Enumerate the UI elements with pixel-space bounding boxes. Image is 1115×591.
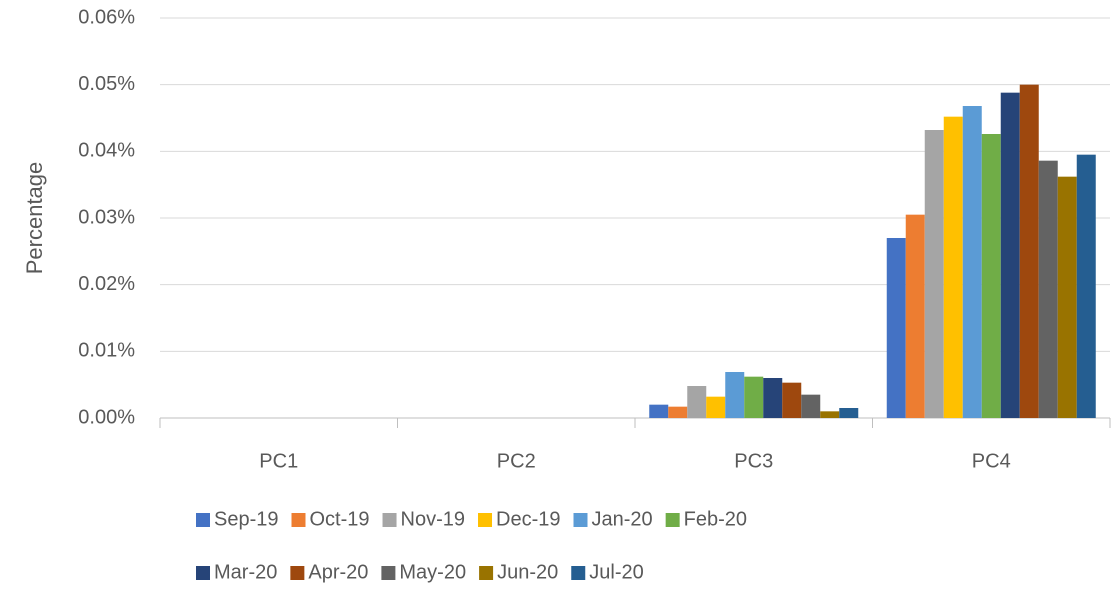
legend-label: May-20	[399, 561, 466, 583]
x-tick-label: PC3	[734, 450, 773, 472]
y-tick-label: 0.01%	[78, 340, 135, 362]
y-tick-label: 0.06%	[78, 6, 135, 28]
bar	[763, 378, 783, 418]
legend-swatch	[382, 513, 397, 527]
legend-swatch	[665, 513, 680, 527]
x-tick-label: PC2	[497, 450, 536, 472]
bar	[1057, 176, 1077, 418]
legend-swatch	[381, 566, 396, 580]
x-tick-label: PC1	[259, 450, 298, 472]
y-tick-label: 0.03%	[78, 206, 135, 228]
legend-swatch	[479, 566, 494, 580]
legend-swatch	[478, 513, 493, 527]
legend-label: Nov-19	[401, 508, 465, 530]
legend-swatch	[196, 566, 210, 580]
legend-swatch	[196, 513, 210, 527]
legend-label: Dec-19	[496, 508, 560, 530]
y-tick-label: 0.05%	[78, 73, 135, 95]
x-tick-label: PC4	[972, 450, 1011, 472]
legend-label: Sep-19	[214, 508, 279, 530]
legend-swatch	[573, 513, 588, 527]
legend-swatch	[571, 566, 586, 580]
legend-label: Mar-20	[214, 561, 277, 583]
bar	[668, 406, 688, 418]
bar	[782, 382, 802, 418]
bar	[820, 411, 840, 418]
legend-label: Jul-20	[589, 561, 643, 583]
legend-label: Apr-20	[308, 561, 368, 583]
bar	[1019, 84, 1039, 419]
bar	[1038, 160, 1058, 418]
legend-label: Jun-20	[497, 561, 558, 583]
y-tick-label: 0.02%	[78, 273, 135, 295]
bar	[886, 238, 906, 418]
bar	[962, 106, 982, 418]
legend-label: Oct-19	[310, 508, 370, 530]
bar	[744, 376, 764, 418]
bar	[943, 116, 963, 419]
bar	[649, 404, 669, 418]
y-tick-label: 0.00%	[78, 406, 135, 428]
bar	[905, 214, 925, 418]
bar	[725, 372, 745, 418]
bar	[687, 386, 707, 418]
y-tick-label: 0.04%	[78, 140, 135, 162]
bar	[1076, 154, 1096, 418]
bar	[706, 396, 726, 418]
bar	[1000, 92, 1020, 419]
y-axis-label: Percentage	[22, 162, 47, 275]
legend-label: Jan-20	[592, 508, 653, 530]
legend-swatch	[291, 513, 306, 527]
legend-label: Feb-20	[684, 508, 747, 530]
bar	[801, 394, 821, 418]
legend-swatch	[290, 566, 305, 580]
bar	[924, 130, 944, 418]
bar	[981, 134, 1001, 418]
bar	[839, 408, 859, 418]
